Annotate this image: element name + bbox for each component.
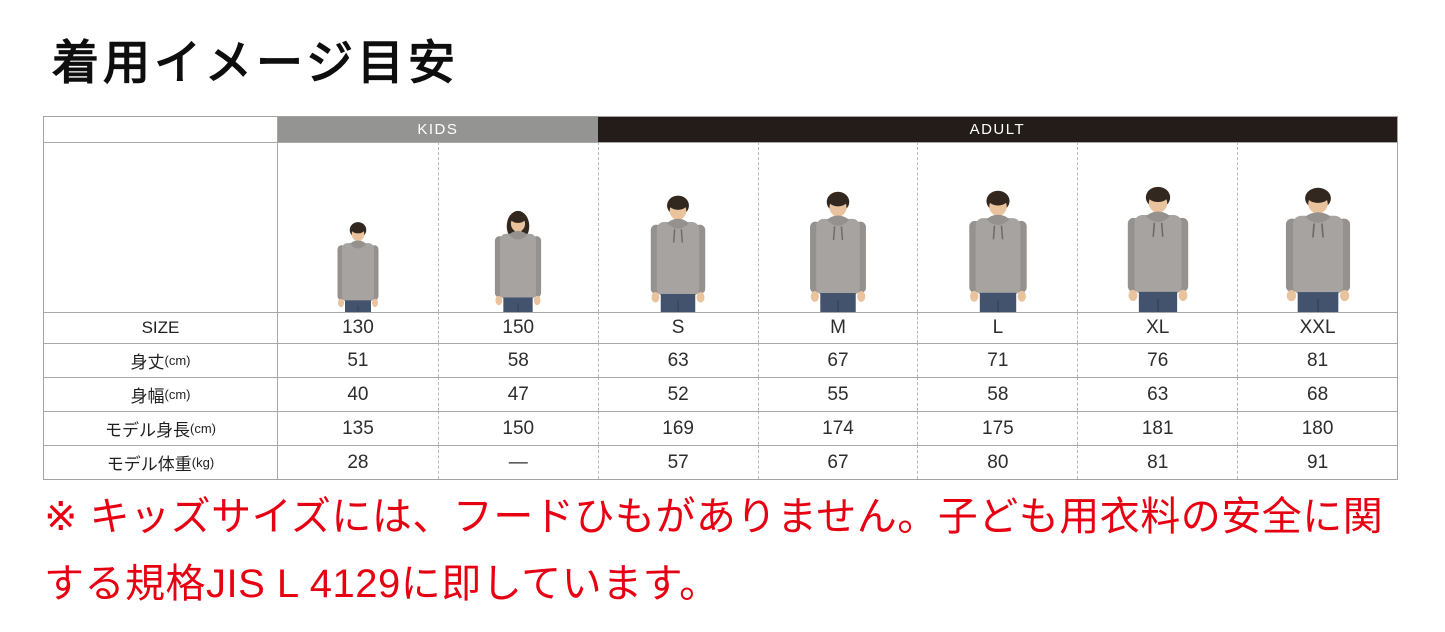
model-photo-S [650, 195, 706, 312]
row-label-text: モデル身長 [105, 421, 190, 440]
model-photo-cell-M [757, 142, 918, 312]
value-cell: 63 [1077, 377, 1238, 411]
row-label-unit: (cm) [190, 421, 216, 436]
value-cell: 55 [757, 377, 918, 411]
model-photo-150 [495, 210, 542, 312]
value-cell: 67 [757, 343, 918, 377]
size-header-cell-150: 150 [437, 312, 598, 343]
value-cell: 67 [757, 445, 918, 479]
value-cell: 135 [278, 411, 438, 445]
photo-row-label-cell [44, 142, 278, 312]
value-cell: 81 [1077, 445, 1238, 479]
value-cell: 40 [278, 377, 438, 411]
model-photo-XL [1127, 186, 1188, 312]
model-photo-L [969, 190, 1027, 312]
value-cell: 80 [917, 445, 1078, 479]
value-cell: 174 [757, 411, 918, 445]
size-chart-table: KIDS ADULT SIZE 130 150 S M L XL XXL 身丈 (cm) 51 58 63 6… [43, 116, 1398, 480]
size-header-cell-XL: XL [1077, 312, 1238, 343]
value-cell: 58 [437, 343, 598, 377]
row-label-text: モデル体重 [106, 455, 192, 474]
model-photo-cell-150 [437, 142, 598, 312]
kids-safety-footnote: ※ キッズサイズには、フードひもがありません。子ども用衣料の安全に関する規格JI… [44, 495, 1384, 606]
row-label: 身丈 (cm) [44, 343, 278, 377]
value-cell: 52 [597, 377, 758, 411]
row-label-text: 身幅 [130, 387, 165, 406]
value-cell: 181 [1077, 411, 1238, 445]
value-cell: 57 [597, 445, 758, 479]
value-cell: 76 [1077, 343, 1238, 377]
value-cell: 63 [597, 343, 758, 377]
value-cell: 169 [597, 411, 758, 445]
value-cell: 47 [437, 377, 598, 411]
value-cell: 68 [1237, 377, 1397, 411]
row-label-text: 身丈 [130, 353, 165, 372]
row-label-unit: (cm) [164, 387, 191, 402]
value-cell: 71 [917, 343, 1078, 377]
model-photo-M [810, 191, 866, 312]
value-cell: 150 [437, 411, 598, 445]
value-cell: 28 [278, 445, 438, 479]
model-photo-130 [337, 222, 379, 312]
model-photo-cell-L [917, 142, 1078, 312]
row-label: 身幅 (cm) [44, 377, 278, 411]
value-cell: 58 [917, 377, 1078, 411]
table-corner-cell [44, 117, 278, 142]
model-photo-cell-S [597, 142, 758, 312]
size-header-cell-S: S [597, 312, 758, 343]
model-photo-XXL [1285, 187, 1350, 312]
value-cell: 81 [1237, 343, 1397, 377]
value-cell: 51 [278, 343, 438, 377]
row-label: モデル体重 (kg) [44, 445, 278, 479]
value-cell: 180 [1237, 411, 1397, 445]
model-photo-cell-XL [1077, 142, 1238, 312]
page-title: 着用イメージ目安 [52, 36, 460, 89]
row-label-unit: (cm) [164, 353, 191, 368]
value-cell: — [437, 445, 598, 479]
size-header-cell-M: M [757, 312, 918, 343]
model-photo-cell-XXL [1237, 142, 1397, 312]
group-header-kids: KIDS [278, 117, 598, 142]
value-cell: 91 [1237, 445, 1397, 479]
group-header-adult: ADULT [597, 117, 1397, 142]
model-photo-cell-130 [278, 142, 438, 312]
row-label: モデル身長 (cm) [44, 411, 278, 445]
size-header-cell-XXL: XXL [1237, 312, 1397, 343]
size-header-cell-130: 130 [278, 312, 438, 343]
size-row-label: SIZE [44, 312, 278, 343]
value-cell: 175 [917, 411, 1078, 445]
size-header-cell-L: L [917, 312, 1078, 343]
row-label-unit: (kg) [191, 455, 215, 470]
